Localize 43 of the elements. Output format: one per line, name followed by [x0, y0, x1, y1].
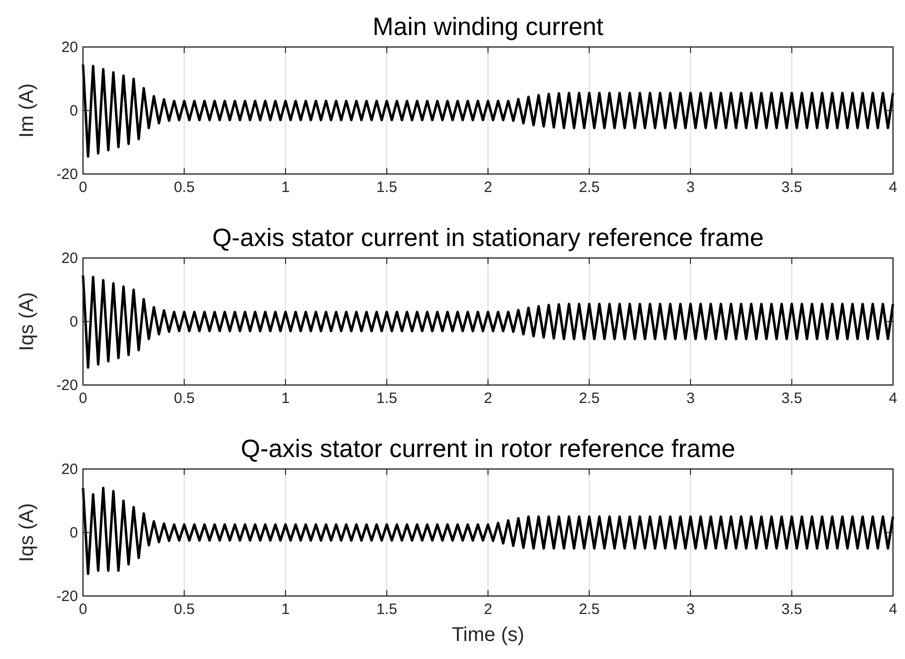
y-tick-label: -20	[56, 588, 78, 605]
y-axis-title: Iqs (A)	[16, 292, 38, 351]
x-tick-label: 0.5	[174, 390, 195, 407]
x-tick-label: 4	[888, 179, 898, 196]
x-tick-label: 2	[484, 179, 492, 196]
y-tick-label: 0	[70, 102, 78, 120]
y-tick-label: 20	[61, 461, 78, 478]
line-series	[82, 274, 894, 369]
x-tick-label: 3	[686, 601, 695, 618]
x-tick-label: 1	[281, 179, 290, 196]
x-tick-label: 3.5	[781, 601, 802, 618]
x-tick-label: 2.5	[578, 179, 600, 196]
x-tick-label: 2.5	[578, 601, 600, 618]
x-tick-label: 2	[484, 390, 492, 407]
x-tick-label: 2	[484, 601, 492, 618]
y-axis-title: Im (A)	[16, 83, 38, 138]
x-tick-label: 1	[281, 390, 290, 407]
x-tick-label: 3.5	[781, 390, 802, 407]
x-tick-label: 4	[888, 390, 898, 407]
chart-title: Q-axis stator current in stationary reference frame	[212, 224, 764, 252]
chart-title: Main winding current	[372, 13, 604, 41]
x-tick-label: 1	[281, 601, 290, 618]
y-tick-label: 0	[70, 314, 78, 330]
y-tick-label: -20	[56, 377, 78, 394]
x-tick-label: 1.5	[376, 179, 398, 196]
y-tick-label: 0	[70, 524, 78, 542]
y-tick-label: 20	[61, 39, 78, 56]
x-tick-label: 4	[888, 601, 898, 618]
y-tick-label: 20	[61, 250, 78, 267]
y-axis-title: Iqs (A)	[16, 503, 38, 562]
y-tick-label: -20	[56, 166, 78, 183]
x-tick-label: 3	[686, 179, 695, 196]
x-tick-label: 1.5	[376, 390, 398, 407]
x-tick-label: 0.5	[174, 179, 195, 196]
x-axis-title: Time (s)	[452, 624, 524, 646]
chart-title: Q-axis stator current in rotor reference frame	[240, 435, 736, 463]
x-tick-label: 0.5	[174, 601, 195, 618]
x-tick-label: 1.5	[376, 601, 398, 618]
line-series	[82, 486, 894, 576]
x-tick-label: 2.5	[578, 390, 600, 407]
line-series	[82, 63, 894, 158]
x-tick-label: 3	[686, 390, 695, 407]
x-tick-label: 3.5	[781, 179, 802, 196]
